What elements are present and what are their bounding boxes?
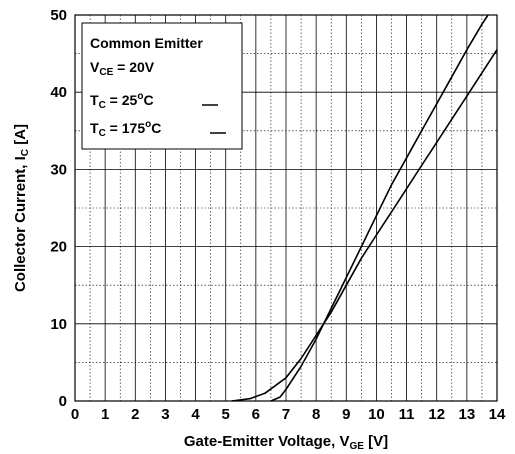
x-axis-title-sub: GE <box>349 441 364 452</box>
legend-line-3: TC = 25oC <box>90 91 154 111</box>
legend-line-2: VCE = 20V <box>90 59 155 78</box>
plot-frame <box>74 14 498 402</box>
legend-box <box>81 22 243 150</box>
legend-tc175-main: T <box>90 120 99 136</box>
y-axis-title-unit: [A] <box>12 124 29 149</box>
x-tick-label: 6 <box>252 406 260 423</box>
y-axis-title: Collector Current, IC [A] <box>12 124 31 292</box>
x-axis-title: Gate-Emitter Voltage, VGE [V] <box>184 433 388 452</box>
legend-tc25-sup: o <box>137 91 143 102</box>
series-line-tc-175c <box>231 49 498 402</box>
y-tick-label: 40 <box>50 84 67 101</box>
y-tick-label: 20 <box>50 239 67 256</box>
x-tick-label: 4 <box>191 406 200 423</box>
x-tick-label: 7 <box>282 406 290 423</box>
legend-line-4: TC = 175oC <box>90 119 161 139</box>
x-tick-labels: 0 1 2 3 4 5 6 7 8 9 10 11 12 13 14 <box>71 406 506 423</box>
x-tick-label: 13 <box>459 406 476 423</box>
legend-line-1: Common Emitter <box>90 35 203 51</box>
legend-vce-sub: CE <box>99 67 113 78</box>
legend-tc175-rest: C <box>151 120 161 136</box>
y-axis-title-sub: C <box>20 149 31 156</box>
legend-tc175-sup: o <box>145 119 151 130</box>
legend-tc25-main: T <box>90 92 99 108</box>
x-tick-label: 11 <box>399 406 415 423</box>
x-tick-label: 8 <box>312 406 320 423</box>
legend-tc175-sub: C <box>99 128 106 139</box>
series-line-tc-25c <box>270 14 489 402</box>
x-tick-label: 1 <box>101 406 109 423</box>
legend-vce-main: V <box>90 59 100 75</box>
y-tick-labels: 0 10 20 30 40 50 <box>50 7 67 410</box>
x-tick-label: 14 <box>489 406 506 423</box>
legend-tc25-rest: C <box>143 92 153 108</box>
x-tick-label: 0 <box>71 406 79 423</box>
x-axis-title-main: Gate-Emitter Voltage, V <box>184 433 350 450</box>
y-tick-label: 10 <box>50 316 67 333</box>
y-tick-label: 30 <box>50 161 67 178</box>
x-tick-label: 5 <box>222 406 230 423</box>
legend-tc175-mid: = 175 <box>106 120 146 136</box>
legend-vce-rest: = 20V <box>113 59 155 75</box>
y-tick-label: 0 <box>59 393 67 410</box>
x-tick-label: 12 <box>428 406 445 423</box>
legend-line-1-text: Common Emitter <box>90 35 203 51</box>
x-tick-label: 9 <box>342 406 350 423</box>
y-axis-title-main: Collector Current, I <box>12 156 29 292</box>
series-lines <box>231 14 498 402</box>
x-tick-label: 2 <box>131 406 139 423</box>
x-tick-label: 10 <box>368 406 385 423</box>
x-tick-label: 3 <box>161 406 169 423</box>
y-tick-label: 50 <box>50 7 67 24</box>
legend-tc25-sub: C <box>99 100 106 111</box>
legend: Common Emitter VCE = 20V TC = 25oC TC = … <box>81 22 243 150</box>
x-axis-title-unit: [V] <box>364 433 388 450</box>
legend-tc25-mid: = 25 <box>106 92 138 108</box>
